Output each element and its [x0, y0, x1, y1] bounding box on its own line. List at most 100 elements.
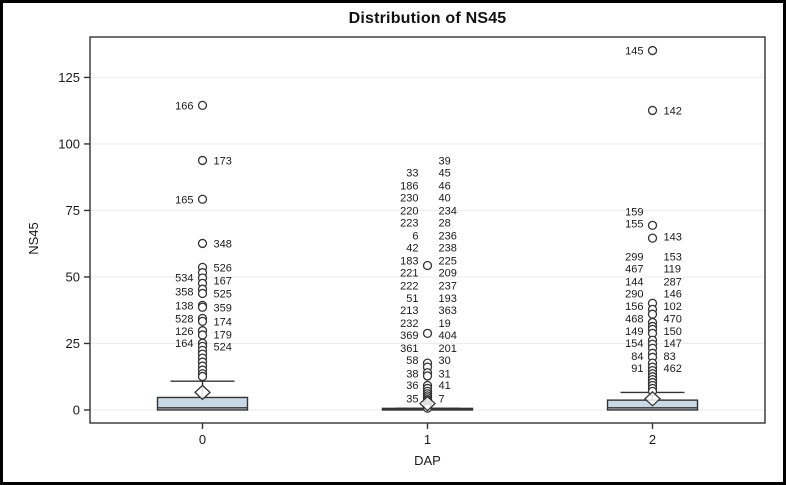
x-tick-label: 0 — [199, 432, 206, 447]
chart-title: Distribution of NS45 — [348, 10, 507, 27]
outlier-label: 166 — [175, 100, 193, 112]
outlier-label: 528 — [175, 313, 193, 325]
outlier-label: 150 — [664, 326, 682, 338]
outlier-label: 91 — [631, 363, 643, 375]
y-tick-label: 0 — [73, 402, 80, 417]
outlier-marker — [197, 155, 208, 166]
outlier-label: 102 — [664, 301, 682, 313]
mean-diamond-icon — [419, 395, 436, 412]
outlier-label: 173 — [214, 155, 232, 167]
outlier-label: 238 — [439, 242, 457, 254]
y-tick-label: 75 — [66, 203, 80, 218]
outlier-label: 534 — [175, 272, 193, 284]
outlier-marker — [197, 316, 208, 327]
outlier-label: 159 — [625, 207, 643, 219]
outlier-label: 31 — [439, 368, 451, 380]
outlier-label: 358 — [175, 286, 193, 298]
outlier-label: 174 — [214, 316, 232, 328]
outlier-label: 7 — [439, 393, 445, 405]
outlier-label: 145 — [625, 46, 643, 58]
outlier-label: 6 — [412, 230, 418, 242]
outlier-label: 143 — [664, 231, 682, 243]
outlier-label: 186 — [400, 180, 418, 192]
outlier-label: 35 — [406, 393, 418, 405]
outlier-label: 40 — [439, 192, 451, 204]
outlier-label: 165 — [175, 194, 193, 206]
outlier-label: 225 — [439, 255, 457, 267]
outlier-marker — [422, 371, 433, 381]
outlier-label: 42 — [406, 242, 418, 254]
outlier-label: 138 — [175, 300, 193, 312]
outlier-label: 38 — [406, 368, 418, 380]
mean-diamond-icon — [194, 384, 211, 401]
outlier-label: 58 — [406, 355, 418, 367]
outlier-label: 149 — [625, 326, 643, 338]
outlier-label: 462 — [664, 363, 682, 375]
x-tick-label: 1 — [424, 432, 431, 447]
outlier-label: 369 — [400, 330, 418, 342]
outlier-label: 222 — [400, 280, 418, 292]
outlier-label: 287 — [664, 276, 682, 288]
x-axis-label: DAP — [414, 453, 441, 468]
outlier-marker — [647, 45, 658, 56]
outlier-marker — [647, 105, 658, 116]
outlier-label: 213 — [400, 305, 418, 317]
outlier-label: 19 — [439, 318, 451, 330]
outlier-label: 144 — [625, 276, 643, 288]
outlier-label: 236 — [439, 230, 457, 242]
outlier-label: 126 — [175, 326, 193, 338]
outlier-label: 209 — [439, 267, 457, 279]
outlier-label: 155 — [625, 218, 643, 230]
outlier-label: 223 — [400, 217, 418, 229]
outlier-label: 84 — [631, 351, 643, 363]
mean-diamond-icon — [644, 390, 661, 407]
outlier-label: 299 — [625, 251, 643, 263]
outlier-marker — [197, 330, 208, 340]
outlier-label: 232 — [400, 318, 418, 330]
outlier-marker — [197, 238, 208, 249]
outlier-label: 201 — [439, 343, 457, 355]
outlier-label: 404 — [439, 330, 457, 342]
outlier-label: 33 — [406, 167, 418, 179]
outlier-label: 361 — [400, 343, 418, 355]
outlier-label: 470 — [664, 313, 682, 325]
outlier-label: 234 — [439, 205, 457, 217]
outlier-label: 230 — [400, 192, 418, 204]
outlier-label: 467 — [625, 263, 643, 275]
outlier-label: 146 — [664, 288, 682, 300]
y-tick-label: 125 — [58, 70, 80, 85]
y-tick-label: 100 — [58, 136, 80, 151]
outlier-label: 46 — [439, 180, 451, 192]
outlier-label: 28 — [439, 217, 451, 229]
outlier-marker — [197, 302, 208, 312]
outlier-marker — [197, 194, 208, 204]
outlier-label: 179 — [214, 329, 232, 341]
outlier-label: 153 — [664, 251, 682, 263]
outlier-label: 193 — [439, 293, 457, 305]
outlier-label: 363 — [439, 305, 457, 317]
outlier-label: 525 — [214, 288, 232, 300]
outlier-label: 39 — [439, 155, 451, 167]
x-tick-label: 2 — [649, 432, 656, 447]
outlier-label: 41 — [439, 380, 451, 392]
outlier-marker — [197, 100, 208, 111]
outlier-label: 154 — [625, 338, 643, 350]
outlier-marker — [422, 328, 433, 339]
outlier-marker — [197, 371, 208, 382]
outlier-label: 167 — [214, 275, 232, 287]
outlier-label: 45 — [439, 167, 451, 179]
outlier-label: 36 — [406, 380, 418, 392]
outlier-label: 183 — [400, 255, 418, 267]
y-tick-label: 50 — [66, 269, 80, 284]
outlier-label: 119 — [664, 263, 682, 275]
outlier-label: 164 — [175, 338, 193, 350]
outlier-marker — [647, 220, 658, 230]
outlier-label: 290 — [625, 288, 643, 300]
outlier-label: 51 — [406, 293, 418, 305]
outlier-marker — [647, 233, 658, 243]
outlier-label: 524 — [214, 341, 232, 353]
outlier-label: 526 — [214, 262, 232, 274]
outlier-label: 156 — [625, 301, 643, 313]
